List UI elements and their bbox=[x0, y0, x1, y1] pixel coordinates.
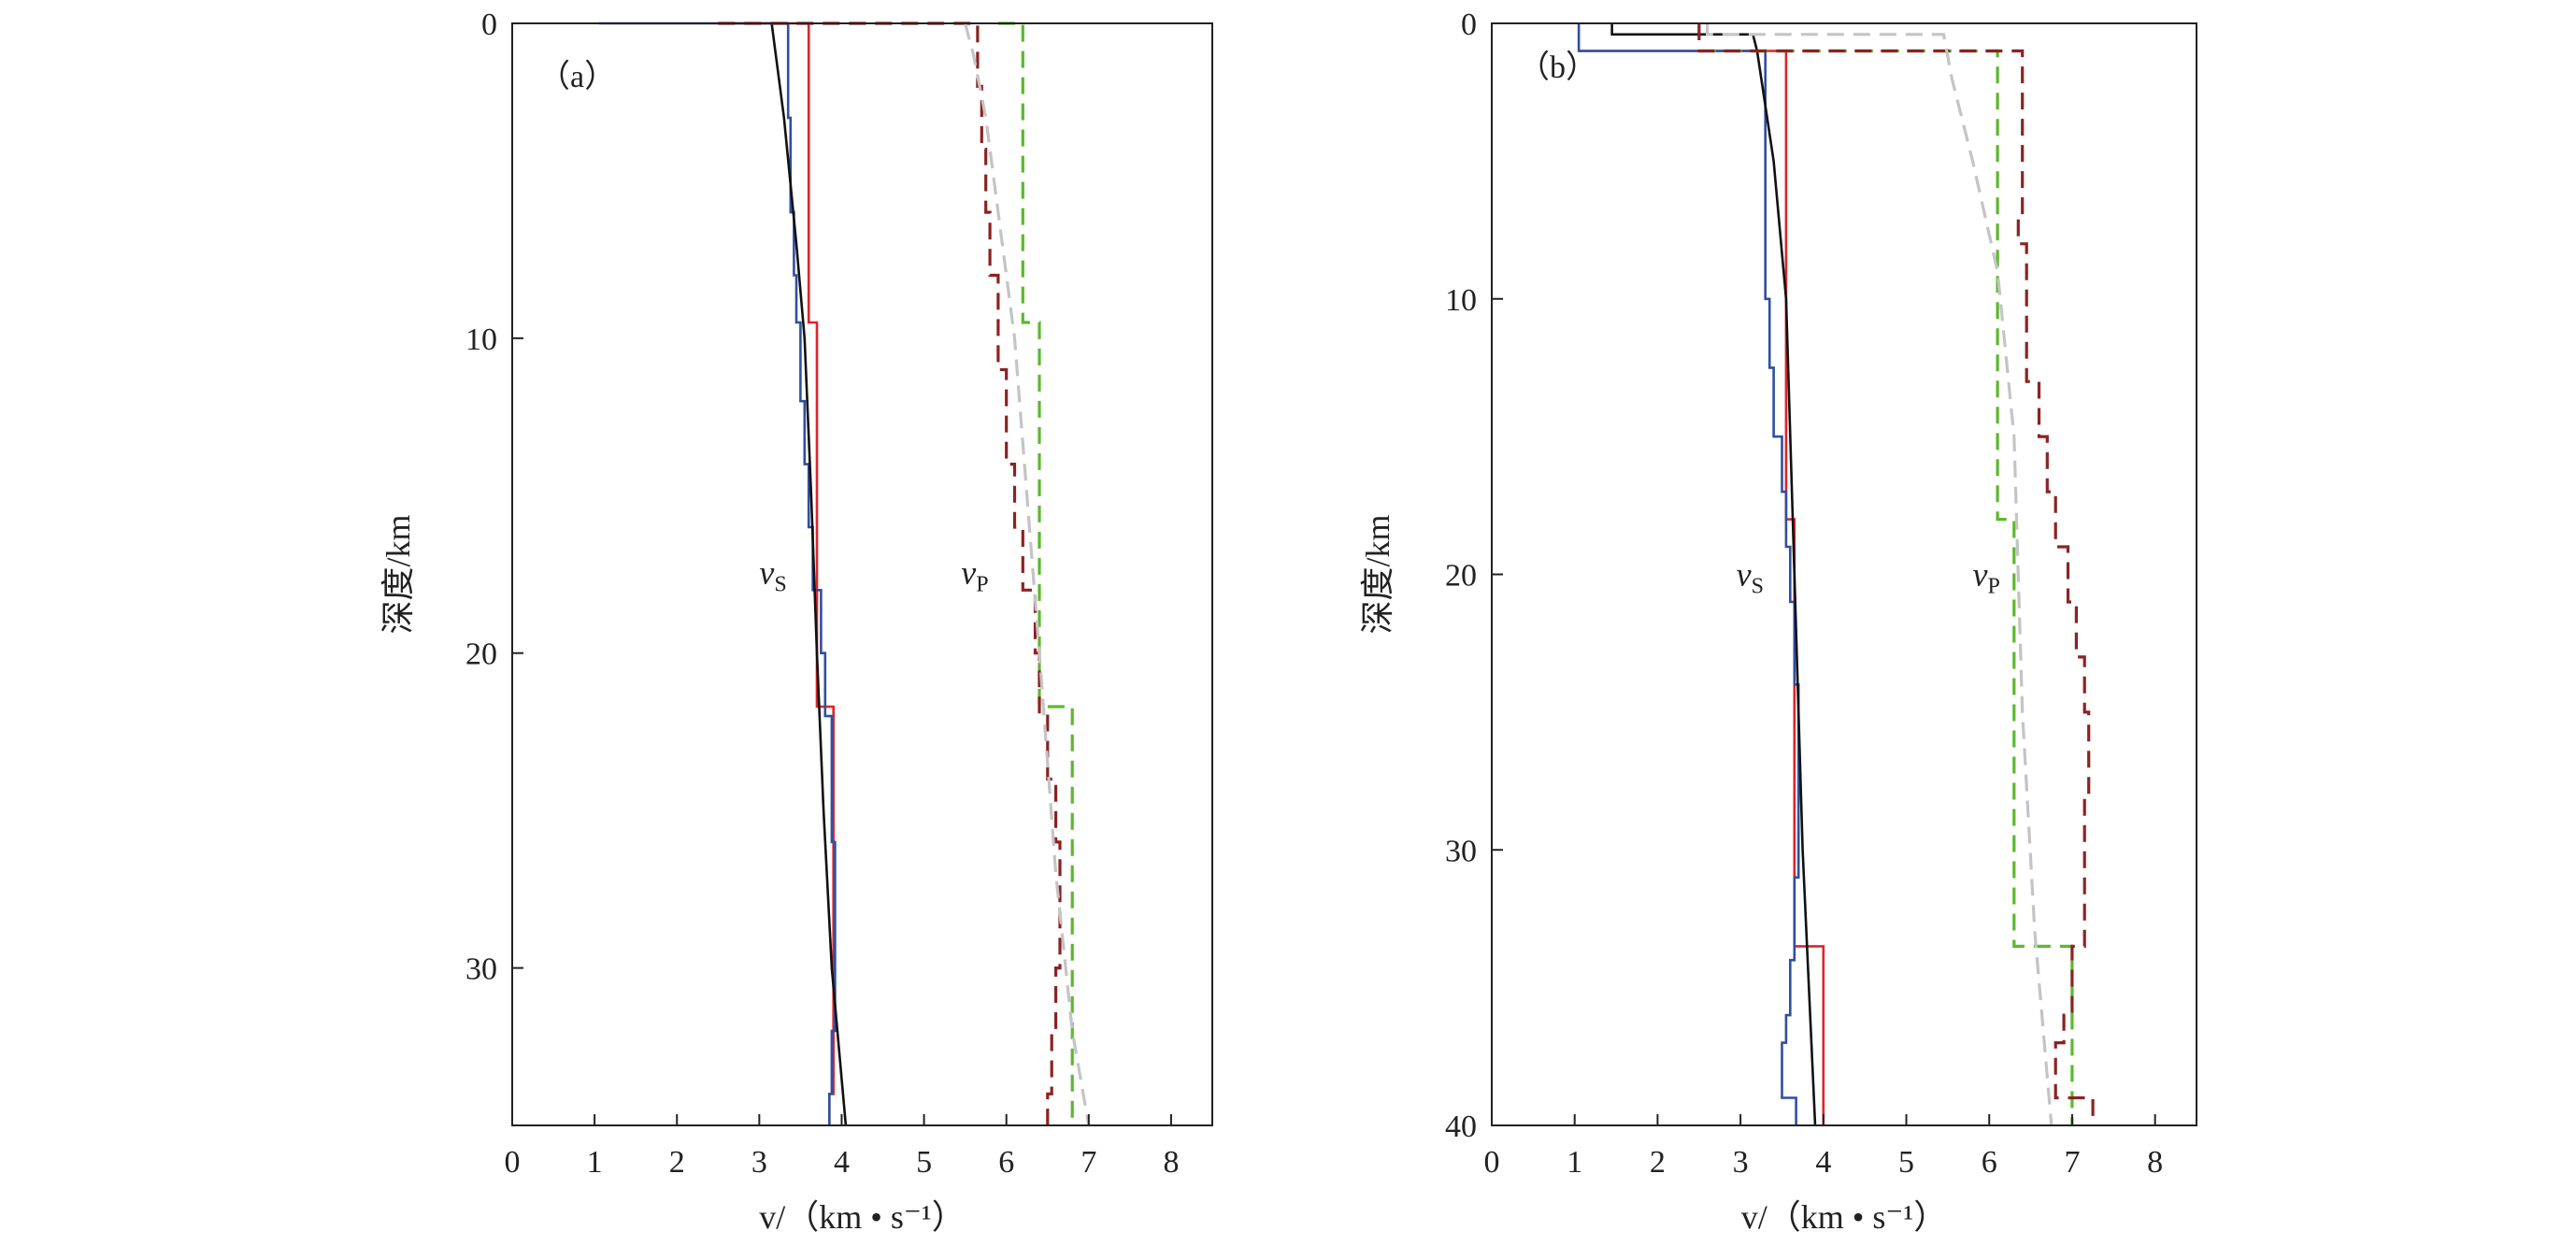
x-tick-label: 8 bbox=[1163, 1145, 1179, 1180]
annotation-subscript: P bbox=[1987, 574, 1999, 598]
x-tick-label: 4 bbox=[834, 1145, 850, 1180]
annotation-subscript: S bbox=[774, 573, 786, 597]
annotation-main: v bbox=[759, 554, 774, 592]
x-tick-label: 7 bbox=[2064, 1145, 2080, 1180]
y-tick-label: 10 bbox=[1445, 283, 1477, 318]
x-tick-label: 7 bbox=[1080, 1145, 1096, 1180]
x-tick-label: 6 bbox=[998, 1145, 1014, 1180]
x-tick-label: 2 bbox=[669, 1145, 685, 1180]
plot-frame bbox=[1491, 22, 2197, 1126]
x-tick-label: 0 bbox=[505, 1145, 521, 1180]
y-tick-label: 20 bbox=[1445, 559, 1477, 594]
series-line-vs-black bbox=[770, 22, 848, 1126]
series-line-vs-blue bbox=[1577, 23, 1800, 1125]
annotation-main: v bbox=[1737, 555, 1752, 593]
y-tick-label: 20 bbox=[465, 637, 497, 672]
x-tick-label: 6 bbox=[1982, 1145, 1997, 1180]
x-tick-label: 1 bbox=[1567, 1145, 1582, 1180]
plot-frame bbox=[511, 22, 1213, 1126]
annotation-p: vP bbox=[961, 554, 988, 597]
y-tick-label: 30 bbox=[1445, 834, 1477, 868]
x-axis-label: v/（km • s⁻¹） bbox=[759, 1198, 965, 1236]
x-tick-label: 2 bbox=[1650, 1145, 1666, 1180]
x-tick-label: 8 bbox=[2147, 1145, 2163, 1180]
series-line-vs-black bbox=[1610, 23, 1817, 1126]
x-tick-label: 3 bbox=[751, 1145, 767, 1180]
annotation-subscript: S bbox=[1752, 574, 1764, 598]
series-line-vs-blue bbox=[598, 21, 837, 1125]
y-tick-label: 0 bbox=[481, 7, 497, 42]
panel-label: （b） bbox=[1518, 50, 1597, 85]
y-tick-label: 0 bbox=[1461, 7, 1477, 42]
annotation-main: v bbox=[961, 554, 976, 592]
annotation-s: vS bbox=[759, 554, 786, 597]
y-axis-label: 深度/km bbox=[379, 514, 417, 634]
series-line-vp-gray bbox=[964, 22, 1091, 1126]
x-tick-label: 5 bbox=[1898, 1145, 1914, 1180]
annotation-p: vP bbox=[1972, 555, 1999, 598]
x-tick-label: 1 bbox=[587, 1145, 603, 1180]
series-line-vp-brown bbox=[1697, 23, 2095, 1125]
x-axis-label: v/（km • s⁻¹） bbox=[1741, 1198, 1947, 1236]
x-tick-label: 5 bbox=[916, 1145, 932, 1180]
x-tick-label: 0 bbox=[1484, 1145, 1500, 1180]
y-axis-label: 深度/km bbox=[1359, 514, 1396, 634]
series-line-vs-red bbox=[1579, 50, 1825, 1125]
y-tick-label: 40 bbox=[1445, 1110, 1477, 1144]
annotation-s: vS bbox=[1737, 555, 1764, 598]
series-line-vp-gray bbox=[1705, 23, 2054, 1126]
x-tick-label: 4 bbox=[1815, 1145, 1831, 1180]
y-tick-label: 10 bbox=[465, 322, 497, 357]
annotation-main: v bbox=[1972, 555, 1987, 593]
annotation-subscript: P bbox=[976, 573, 988, 597]
x-tick-label: 3 bbox=[1733, 1145, 1749, 1180]
panel-label: （a） bbox=[538, 59, 616, 94]
series-line-vp-brown bbox=[718, 21, 1062, 1125]
y-tick-label: 30 bbox=[465, 952, 497, 987]
series-line-vp-green bbox=[997, 21, 1074, 1125]
